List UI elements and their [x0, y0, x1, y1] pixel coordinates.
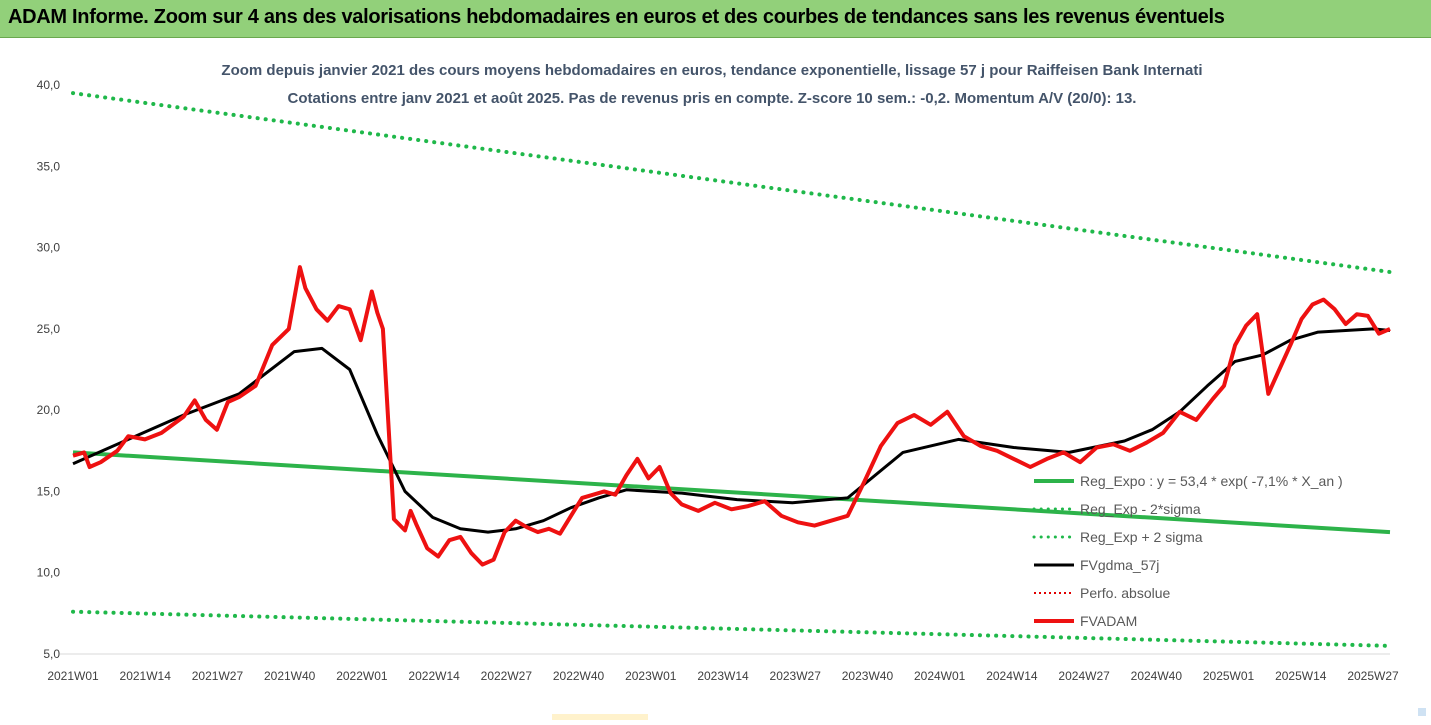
x-axis-ticks: 2021W01 2021W14 2021W27 2021W40 2022W01 2022W… — [47, 669, 1399, 683]
x-tick-label: 2024W40 — [1131, 669, 1183, 683]
y-tick-label: 30,0 — [37, 241, 61, 255]
report-title: ADAM Informe. Zoom sur 4 ans des valoris… — [8, 6, 1225, 28]
legend-label: Reg_Expo : y = 53,4 * exp( -7,1% * X_an … — [1080, 473, 1343, 489]
series-lines — [71, 91, 1392, 648]
y-tick-label: 40,0 — [37, 78, 61, 92]
legend-label: Reg_Exp + 2 sigma — [1080, 529, 1203, 545]
legend: Reg_Expo : y = 53,4 * exp( -7,1% * X_an … — [1032, 473, 1343, 629]
x-tick-label: 2022W40 — [553, 669, 605, 683]
x-tick-label: 2024W01 — [914, 669, 966, 683]
y-tick-label: 25,0 — [37, 322, 61, 336]
legend-label: Perfo. absolue — [1080, 585, 1170, 601]
legend-label: FVgdma_57j — [1080, 557, 1159, 573]
x-tick-label: 2022W14 — [408, 669, 460, 683]
series-reg-plus-2sigma — [71, 91, 1392, 274]
chart-subtitle: Cotations entre janv 2021 et août 2025. … — [288, 90, 1137, 107]
legend-label: FVADAM — [1080, 613, 1137, 629]
series-fvgdma-57j — [72, 327, 1391, 534]
chart: Zoom depuis janvier 2021 des cours moyen… — [37, 62, 1399, 683]
y-tick-label: 15,0 — [37, 484, 61, 498]
y-tick-label: 10,0 — [37, 566, 61, 580]
series-reg-expo — [72, 450, 1391, 535]
chart-title: Zoom depuis janvier 2021 des cours moyen… — [221, 62, 1202, 79]
x-tick-label: 2025W14 — [1275, 669, 1327, 683]
series-reg-minus-2sigma — [71, 609, 1392, 648]
x-tick-label: 2021W14 — [120, 669, 172, 683]
x-tick-label: 2025W27 — [1347, 669, 1399, 683]
y-tick-label: 20,0 — [37, 403, 61, 417]
bottom-strip — [552, 714, 648, 720]
x-tick-label: 2021W01 — [47, 669, 99, 683]
x-tick-label: 2023W27 — [770, 669, 822, 683]
corner-mark — [1418, 708, 1426, 716]
x-tick-label: 2021W40 — [264, 669, 316, 683]
legend-label: Reg_Exp - 2*sigma — [1080, 501, 1201, 517]
x-tick-label: 2022W01 — [336, 669, 388, 683]
x-tick-label: 2024W27 — [1058, 669, 1110, 683]
y-axis-ticks: 40,0 35,0 30,0 25,0 20,0 15,0 10,0 5,0 — [37, 78, 61, 661]
report-header: ADAM Informe. Zoom sur 4 ans des valoris… — [0, 0, 1431, 38]
x-tick-label: 2023W40 — [842, 669, 894, 683]
chart-area: Zoom depuis janvier 2021 des cours moyen… — [0, 38, 1431, 720]
x-tick-label: 2023W14 — [697, 669, 749, 683]
x-tick-label: 2023W01 — [625, 669, 677, 683]
x-tick-label: 2025W01 — [1203, 669, 1255, 683]
x-tick-label: 2024W14 — [986, 669, 1038, 683]
x-tick-label: 2021W27 — [192, 669, 244, 683]
series-fvadam — [72, 265, 1391, 567]
y-tick-label: 35,0 — [37, 159, 61, 173]
y-tick-label: 5,0 — [43, 647, 60, 661]
x-tick-label: 2022W27 — [481, 669, 533, 683]
